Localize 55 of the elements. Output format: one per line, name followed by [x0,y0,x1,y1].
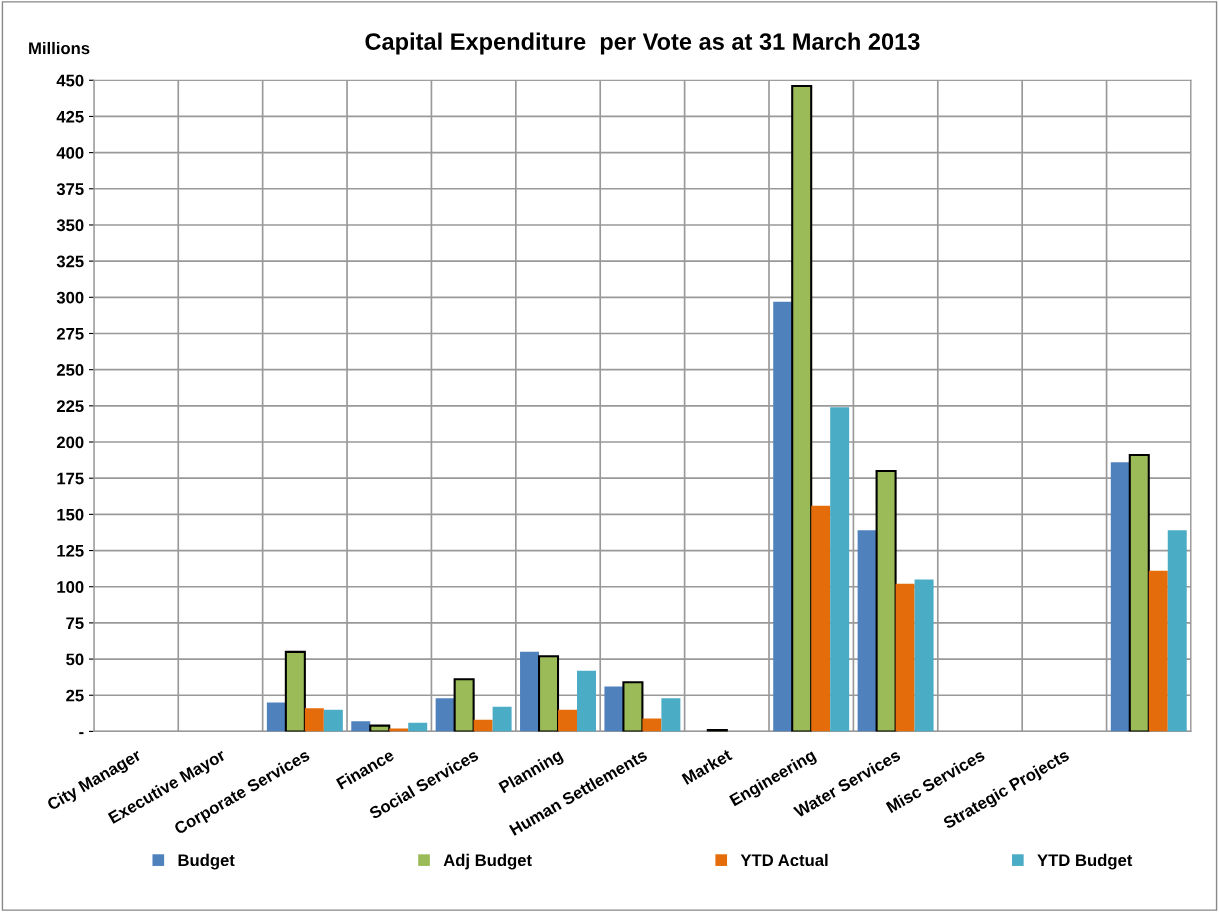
bar [577,670,596,732]
y-tick-label: 225 [56,400,84,413]
bar [642,718,662,732]
bar [284,650,306,732]
bar [537,655,560,732]
bar [520,651,540,732]
bar [661,698,681,732]
bar [773,301,793,732]
bar [323,709,343,732]
y-tick-label: 275 [56,327,84,340]
y-axis-title: Millions [29,41,90,55]
bar [875,469,897,732]
bar [604,686,624,732]
bar [266,702,286,732]
bar [473,719,493,732]
bar [914,579,934,732]
y-tick-label: 250 [56,364,84,376]
legend-label: Budget [178,853,235,870]
bar [492,706,512,732]
y-tick-label: 100 [57,581,84,593]
y-tick-label: 200 [56,436,84,449]
y-tick-label: 75 [66,617,84,630]
bar [857,530,877,732]
y-tick-label: 125 [57,544,84,557]
y-tick-label: 350 [56,219,84,232]
y-tick-label: 175 [57,472,84,485]
bar [304,708,324,732]
bar [453,678,475,732]
y-tick-label: - [79,732,84,735]
bar [791,85,813,732]
bar [1167,530,1187,732]
y-tick-label: 150 [57,508,84,521]
bar [351,721,371,732]
chart-title: Capital Expenditure per Vote as at 31 March 2013 [365,32,920,55]
bar [830,407,850,732]
bar [435,698,455,732]
bar [1110,462,1130,732]
y-tick-label: 425 [56,110,84,123]
bar [558,709,578,732]
bar [622,681,644,732]
y-tick-label: 375 [56,183,84,196]
legend-label: YTD Actual [740,853,828,867]
legend-label: YTD Budget [1037,853,1133,870]
y-tick-label: 400 [56,147,84,159]
bar [1128,454,1150,732]
bar [1148,570,1168,732]
y-tick-label: 325 [56,255,84,268]
y-tick-label: 50 [66,653,84,666]
bar [895,583,915,732]
y-tick-label: 25 [66,689,84,702]
y-tick-label: 300 [56,291,84,304]
legend-label: Adj Budget [443,853,532,870]
bar [408,722,428,732]
y-tick-label: 450 [56,74,84,87]
bar [811,505,831,732]
